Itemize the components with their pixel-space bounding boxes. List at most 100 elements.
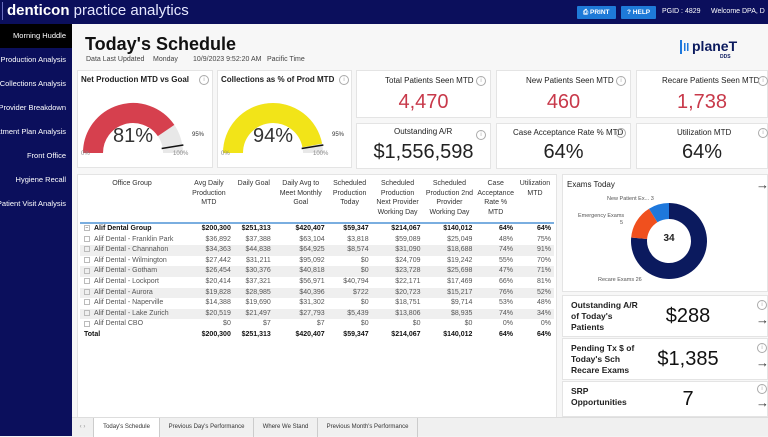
value-cell: $20,519 — [183, 308, 234, 320]
arrow-right-icon[interactable]: → — [756, 355, 768, 370]
help-button[interactable]: ? HELP — [621, 6, 657, 19]
column-header[interactable]: Daily Goal — [233, 179, 274, 224]
value-cell: $36,892 — [205, 235, 231, 243]
table-row[interactable]: Alif Dental - Lake Zurich $20,519 $21,497 $… — [80, 308, 554, 320]
column-header[interactable]: Utilization MTD — [515, 179, 554, 224]
donut-label-recare: Recare Exams 26 — [598, 277, 642, 283]
side-kpi-srp-opportunities: SRP Opportunities 7 i → — [562, 381, 768, 417]
office-name-cell: − Alif Dental Group — [80, 223, 184, 235]
kpi-case-acceptance: Case Acceptance Rate % MTD i 64% — [496, 123, 631, 169]
info-icon[interactable]: i — [476, 76, 486, 86]
gauge-card-net-production: Net Production MTD vs Goal i 81% 95% 0% … — [77, 70, 213, 168]
sidebar-item-label: Hygiene Recall — [15, 175, 66, 184]
info-icon[interactable]: i — [616, 76, 626, 86]
sidebar-item-collections-analysis[interactable]: Collections Analysis — [0, 72, 72, 96]
sidebar-item-morning-huddle[interactable]: Morning Huddle — [0, 24, 72, 48]
collapse-icon[interactable]: − — [84, 225, 90, 232]
kpi-title: Outstanding A/R — [394, 127, 453, 136]
value-cell: 64% — [536, 330, 551, 338]
column-header[interactable]: Avg Daily Production MTD — [183, 179, 234, 224]
top-bar: denticon practice analytics ⎙ PRINT ? HE… — [0, 0, 768, 24]
kpi-value: 64% — [543, 141, 584, 163]
column-header[interactable]: Scheduled Production Next Provider Worki… — [371, 179, 424, 224]
table-row[interactable]: Alif Dental - Channahon $34,363 $44,838 $64… — [80, 245, 554, 256]
arrow-right-icon[interactable]: → — [756, 177, 768, 192]
info-icon[interactable]: i — [616, 128, 626, 138]
gauge-title: Collections as % of Prod MTD — [221, 75, 335, 84]
donut-slice-new-patient-ex[interactable] — [648, 203, 669, 223]
tab-previous-days-performance[interactable]: Previous Day's Performance — [160, 418, 254, 437]
table-row[interactable]: Alif Dental - Gotham $26,454 $30,376 $40,81… — [80, 266, 554, 277]
value-cell: 70% — [536, 256, 551, 264]
value-cell: $8,574 — [327, 245, 372, 256]
sidebar-item-provider-breakdown[interactable]: Provider Breakdown — [0, 96, 72, 120]
info-icon[interactable]: i — [757, 343, 767, 353]
table-row[interactable]: Alif Dental - Franklin Park $36,892 $37,38… — [80, 235, 554, 246]
value-cell: $37,321 — [245, 277, 271, 285]
column-header[interactable]: Daily Avg to Meet Monthly Goal — [273, 179, 328, 224]
welcome-user: Welcome DPA, D — [711, 8, 765, 15]
value-cell: $19,690 — [245, 299, 271, 307]
value-cell: $3,818 — [347, 235, 369, 243]
office-name: Alif Dental - Naperville — [94, 299, 164, 307]
value-cell: $40,818 — [273, 266, 328, 277]
office-name: Alif Dental Group — [94, 225, 152, 232]
side-kpi-value: 7 — [682, 388, 694, 410]
kpi-outstanding-ar: Outstanding A/R i $1,556,598 — [356, 123, 491, 169]
value-cell: $23,728 — [371, 266, 424, 277]
print-button[interactable]: ⎙ PRINT — [577, 6, 616, 19]
gauge-max-label: 100% — [173, 151, 189, 157]
column-header[interactable]: Office Group — [80, 179, 184, 224]
table-row[interactable]: Alif Dental - Aurora $19,828 $28,985 $40,39… — [80, 287, 554, 299]
tab-scroll-left[interactable]: ‹ › — [72, 418, 94, 437]
info-icon[interactable]: i — [199, 75, 209, 85]
office-name: Alif Dental - Aurora — [94, 288, 153, 296]
sidebar-item-label: Provider Breakdown — [0, 103, 66, 112]
sidebar-item-patient-visit-analysis[interactable]: Patient Visit Analysis — [0, 192, 72, 216]
donut-label-emergency: Emergency Exams — [578, 213, 625, 219]
sidebar-item-treatment-plan-analysis[interactable]: Treatment Plan Analysis — [0, 120, 72, 144]
arrow-right-icon[interactable]: → — [756, 312, 768, 327]
sidebar-item-front-office[interactable]: Front Office — [0, 144, 72, 168]
info-icon[interactable]: i — [758, 76, 768, 86]
gauge-target-marker — [161, 144, 184, 150]
value-cell: 71% — [515, 266, 554, 277]
value-cell: 0% — [540, 320, 551, 328]
sidebar-item-production-analysis[interactable]: Production Analysis — [0, 48, 72, 72]
gauge-target-label: 95% — [192, 132, 205, 138]
info-icon[interactable]: i — [757, 300, 767, 310]
donut-slice-emergency-exams[interactable] — [631, 208, 658, 239]
table-row[interactable]: Alif Dental - Lockport $20,414 $37,321 $56,… — [80, 277, 554, 288]
value-cell: $95,092 — [299, 256, 325, 264]
table-row[interactable]: Alif Dental - Wilmington $27,442 $31,211 $9… — [80, 256, 554, 267]
office-name-cell: Alif Dental - Wilmington — [80, 256, 184, 267]
table-header-row: Office Group Avg Daily Production MTD Da… — [80, 179, 554, 224]
value-cell: 64% — [498, 225, 513, 232]
value-cell: $0 — [223, 320, 231, 328]
info-icon[interactable]: i — [758, 128, 768, 138]
info-icon[interactable]: i — [757, 384, 767, 394]
sidebar-item-hygiene-recall[interactable]: Hygiene Recall — [0, 168, 72, 192]
table-total-row[interactable]: Total $200,300 $251,313 $420,407 $59,347 $214… — [80, 330, 554, 341]
gauge-value: 81% — [112, 125, 154, 147]
value-cell: 91% — [515, 245, 554, 256]
brand-name: denticon — [7, 2, 70, 19]
table-group-row[interactable]: − Alif Dental Group $200,300 $251,313 $420,4… — [80, 223, 554, 235]
table-row[interactable]: Alif Dental - Naperville $14,388 $19,690 $3… — [80, 298, 554, 309]
row-bullet-icon — [84, 320, 90, 327]
row-bullet-icon — [84, 256, 90, 263]
kpi-title: Utilization MTD — [677, 128, 732, 137]
donut-slice-recare-exams[interactable] — [631, 203, 707, 279]
tab-previous-months-performance[interactable]: Previous Month's Performance — [318, 418, 418, 437]
tab-todays-schedule[interactable]: Today's Schedule — [94, 418, 160, 437]
arrow-right-icon[interactable]: → — [756, 395, 768, 410]
tab-where-we-stand[interactable]: Where We Stand — [254, 418, 318, 437]
column-header[interactable]: Case Acceptance Rate % MTD — [475, 179, 516, 224]
info-icon[interactable]: i — [476, 130, 486, 140]
column-header[interactable]: Scheduled Production 2nd Provider Workin… — [423, 179, 476, 224]
value-cell: 74% — [475, 245, 516, 256]
info-icon[interactable]: i — [339, 75, 349, 85]
table-row[interactable]: Alif Dental CBO $0 $7 $7 $0 $0 $0 0% 0% — [80, 319, 554, 330]
column-header[interactable]: Scheduled Production Today — [327, 179, 372, 224]
office-name-cell: Alif Dental CBO — [80, 319, 184, 330]
